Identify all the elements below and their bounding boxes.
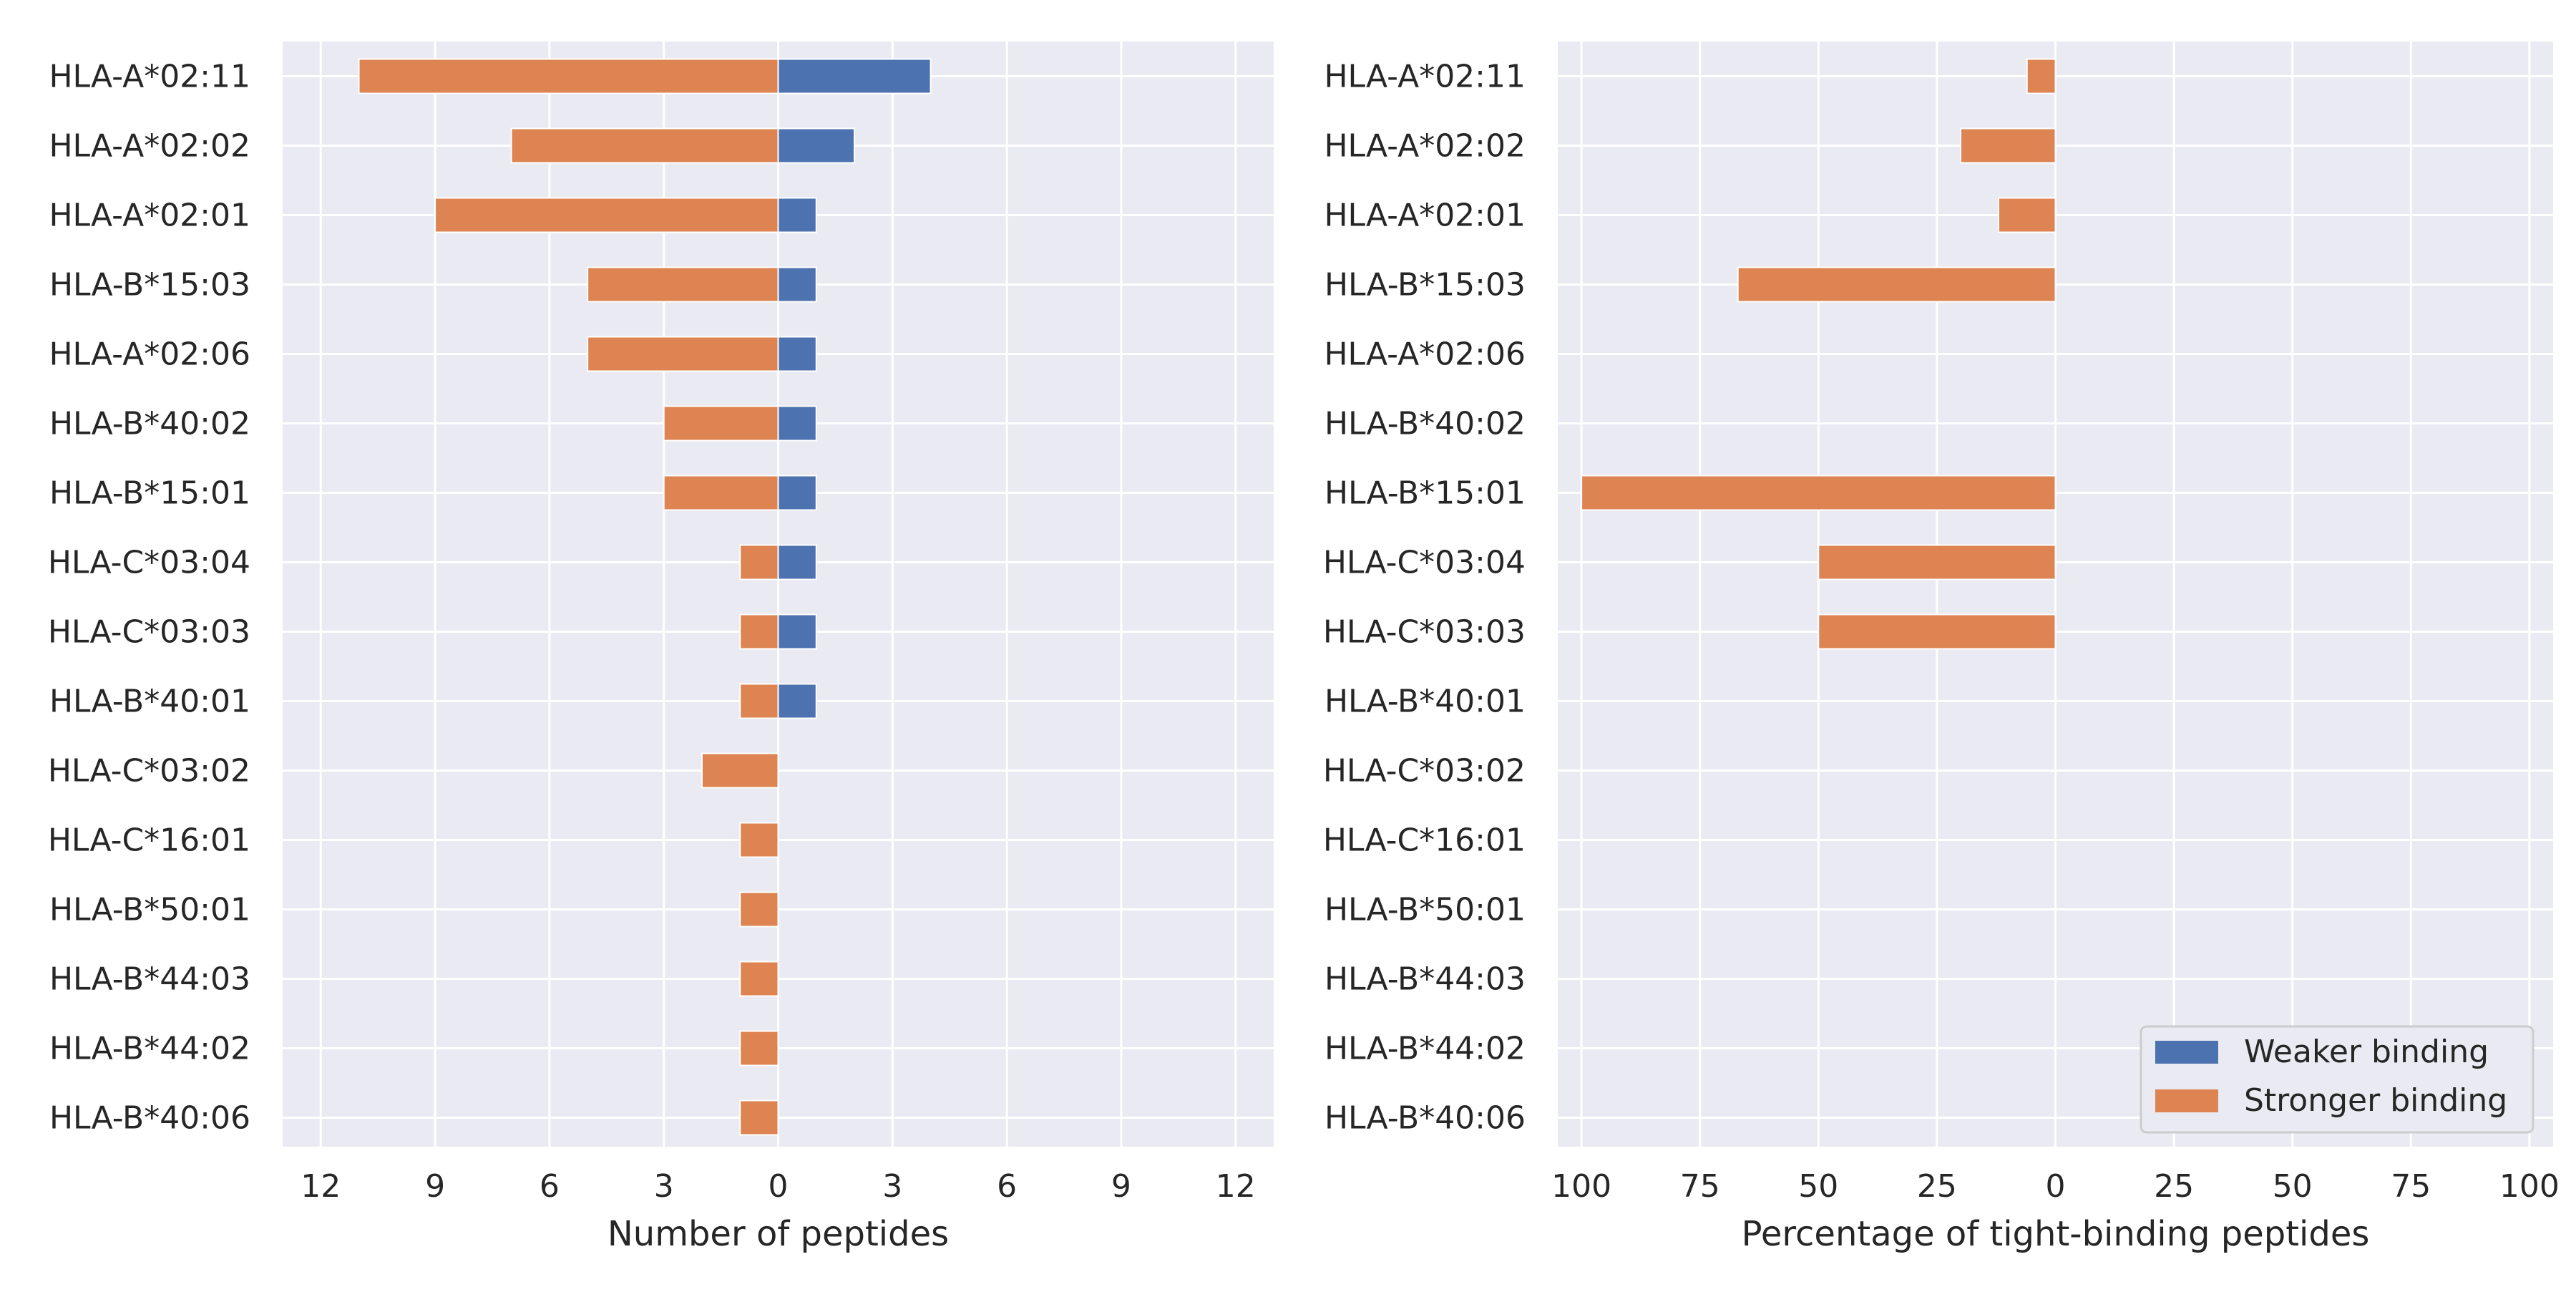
bar-weaker-0	[777, 58, 932, 94]
bar-weaker-4	[777, 336, 817, 372]
y-tick-label: HLA-B*44:03	[49, 961, 250, 998]
y-tick-label: HLA-B*40:06	[1324, 1100, 1526, 1137]
y-tick-label: HLA-A*02:11	[1324, 59, 1526, 95]
y-tick-label: HLA-C*16:01	[1323, 822, 1526, 859]
bar-stronger-4	[587, 336, 779, 372]
y-tick-label: HLA-A*02:11	[49, 59, 250, 95]
y-tick-label: HLA-B*40:02	[49, 406, 250, 442]
bar-stronger-10	[701, 752, 779, 789]
x-tick-label: 25	[2154, 1168, 2194, 1205]
x-tick-label: 12	[301, 1168, 341, 1205]
x-axis-label: Number of peptides	[608, 1214, 949, 1254]
bar-stronger-1	[510, 127, 779, 164]
left-panel-count-chart: 12 9 6 3 0 3 6 9 12 HLA-A*02:11 HLA-A*02:02 HLA-A*0…	[48, 42, 1274, 1254]
bar-stronger-8	[1818, 613, 2057, 650]
y-tick-label: HLA-C*16:01	[48, 822, 250, 859]
legend-swatch-stronger	[2155, 1089, 2218, 1112]
y-tick-label: HLA-B*44:03	[1324, 961, 1526, 998]
x-tick-label: 0	[2046, 1168, 2066, 1205]
y-tick-label: HLA-C*03:02	[48, 753, 250, 790]
bar-stronger-2	[434, 197, 779, 233]
bar-weaker-8	[777, 613, 817, 650]
x-tick-label: 100	[2499, 1168, 2560, 1205]
x-axis-label: Percentage of tight-binding peptides	[1742, 1214, 2370, 1254]
x-tick-label: 3	[882, 1168, 902, 1205]
legend-label-weaker: Weaker binding	[2244, 1034, 2489, 1070]
y-tick-label: HLA-B*50:01	[1324, 892, 1526, 928]
bar-stronger-7	[1818, 544, 2057, 581]
bar-stronger-11	[739, 822, 779, 858]
legend-swatch-weaker	[2155, 1041, 2218, 1064]
x-tick-label: 25	[1917, 1168, 1957, 1205]
bar-stronger-6	[663, 475, 779, 511]
x-tick-label: 100	[1551, 1168, 1611, 1205]
y-tick-label: HLA-B*40:01	[49, 684, 250, 720]
y-tick-label: HLA-C*03:02	[1323, 753, 1526, 790]
x-tick-label: 9	[1111, 1168, 1131, 1205]
y-tick-label: HLA-A*02:06	[1324, 336, 1526, 373]
bar-weaker-3	[777, 266, 817, 303]
bar-stronger-15	[739, 1099, 779, 1136]
bar-stronger-1	[1960, 127, 2057, 164]
bar-stronger-5	[663, 405, 779, 442]
bar-stronger-12	[739, 891, 779, 928]
bar-stronger-9	[739, 683, 779, 719]
y-tick-label: HLA-B*40:06	[49, 1100, 250, 1137]
bar-stronger-8	[739, 613, 779, 650]
y-tick-label: HLA-A*02:02	[1324, 128, 1526, 165]
bar-stronger-0	[358, 58, 779, 94]
x-tick-label: 6	[997, 1168, 1017, 1205]
bar-weaker-6	[777, 475, 817, 511]
bar-stronger-0	[2026, 58, 2057, 94]
y-tick-label: HLA-C*03:03	[48, 614, 250, 651]
legend-box	[2140, 1025, 2534, 1134]
y-tick-label: HLA-A*02:02	[49, 128, 250, 165]
bar-weaker-2	[777, 197, 817, 233]
y-tick-label: HLA-B*50:01	[49, 892, 250, 928]
bar-weaker-1	[777, 127, 856, 164]
y-tick-label: HLA-B*40:02	[1324, 406, 1526, 442]
x-tick-label: 12	[1216, 1168, 1256, 1205]
x-tick-label: 0	[769, 1168, 789, 1205]
x-tick-label: 50	[2273, 1168, 2313, 1205]
bar-weaker-9	[777, 683, 817, 719]
x-tick-label: 75	[2391, 1168, 2431, 1205]
y-tick-label: HLA-A*02:06	[49, 336, 250, 373]
bar-stronger-3	[1737, 266, 2057, 303]
x-tick-label: 75	[1680, 1168, 1720, 1205]
y-tick-label: HLA-A*02:01	[1324, 198, 1526, 234]
x-tick-label: 6	[540, 1168, 560, 1205]
right-panel-percentage-chart: 100 75 50 25 0 25 50 75 100 HLA-A*02:11 HLA-A*02:0…	[1323, 42, 2560, 1254]
bar-stronger-7	[739, 544, 779, 581]
x-tick-label: 9	[425, 1168, 445, 1205]
y-tick-label: HLA-B*15:01	[1324, 475, 1526, 512]
y-tick-label: HLA-B*15:03	[1324, 267, 1526, 303]
bar-stronger-2	[1998, 197, 2057, 233]
legend-label-stronger: Stronger binding	[2244, 1082, 2507, 1119]
y-tick-label: HLA-C*03:03	[1323, 614, 1526, 651]
y-tick-label: HLA-C*03:04	[1323, 545, 1526, 581]
y-tick-label: HLA-B*15:03	[49, 267, 250, 303]
legend: Weaker binding Stronger binding	[2140, 1025, 2534, 1134]
y-tick-label: HLA-B*15:01	[49, 475, 250, 512]
y-tick-label: HLA-B*44:02	[1324, 1031, 1526, 1067]
bar-stronger-3	[587, 266, 779, 303]
y-tick-label: HLA-C*03:04	[48, 545, 250, 581]
x-tick-label: 3	[654, 1168, 674, 1205]
bar-weaker-5	[777, 405, 817, 442]
y-tick-label: HLA-A*02:01	[49, 198, 250, 234]
bar-weaker-7	[777, 544, 817, 581]
bar-stronger-14	[739, 1030, 779, 1067]
y-tick-label: HLA-B*44:02	[49, 1031, 250, 1067]
y-tick-label: HLA-B*40:01	[1324, 684, 1526, 720]
x-tick-label: 50	[1798, 1168, 1838, 1205]
bar-stronger-13	[739, 961, 779, 997]
bar-stronger-6	[1581, 475, 2057, 511]
